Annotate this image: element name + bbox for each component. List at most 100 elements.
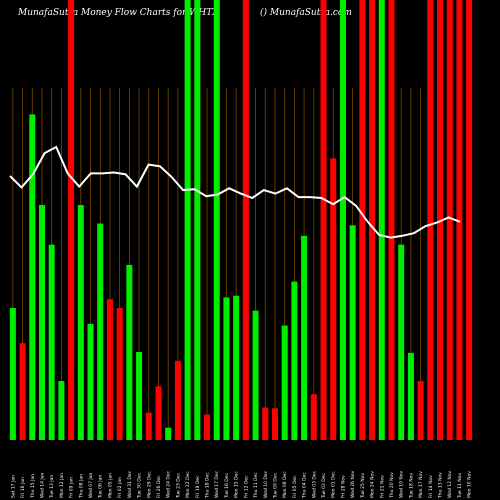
- x-tick-label: Tue 23 Dec: [175, 472, 181, 499]
- bar: [466, 0, 473, 440]
- copyright-text: () MunafaSutra.com: [260, 8, 352, 18]
- bar: [184, 0, 191, 440]
- bar: [369, 0, 376, 440]
- x-tick-label: Wed 17 Dec: [214, 470, 220, 498]
- x-tick-label: Fri 19 Dec: [195, 475, 201, 498]
- x-tick-label: Wed 10 Dec: [263, 470, 269, 498]
- bar: [223, 297, 230, 440]
- bar: [106, 299, 113, 440]
- bar: [116, 308, 123, 440]
- x-tick-label: Fri 05 Dec: [292, 475, 298, 498]
- x-tick-label: Thu 08 Jan: [78, 474, 84, 499]
- bar: [155, 386, 162, 440]
- x-tick-label: Wed 03 Dec: [311, 470, 317, 498]
- bar: [446, 0, 453, 440]
- money-flow-line: [9, 145, 461, 239]
- bar: [398, 244, 405, 440]
- bar: [213, 0, 220, 440]
- bar: [87, 323, 94, 440]
- x-tick-label: Tue 11 Nov: [457, 473, 463, 499]
- x-tick-label: Tue 02 Dec: [321, 472, 327, 499]
- x-axis-labels: Sat 17 Jan Fri 16 Jan Thu 15 Jan Wed 14 Jan…: [10, 470, 472, 499]
- bar: [456, 0, 463, 440]
- x-tick-label: Fri 21 Nov: [379, 475, 385, 498]
- bar: [407, 352, 414, 440]
- bar: [97, 223, 104, 440]
- bar: [48, 244, 55, 440]
- x-tick-label: Tue 18 Nov: [408, 473, 414, 499]
- x-tick-label: Wed 19 Nov: [399, 470, 405, 498]
- x-tick-label: Fri 26 Dec: [156, 475, 162, 498]
- bar: [330, 158, 337, 440]
- bar: [174, 360, 181, 440]
- x-tick-label: Mon 22 Dec: [185, 471, 191, 498]
- x-tick-label: Wed 31 Dec: [127, 470, 133, 498]
- bar: [310, 394, 317, 440]
- bar: [77, 205, 84, 440]
- bar-series: [9, 0, 473, 441]
- bar: [19, 343, 26, 440]
- bar: [378, 0, 385, 440]
- x-tick-label: Tue 09 Dec: [272, 472, 278, 499]
- x-tick-label: Tue 16 Dec: [224, 472, 230, 499]
- x-tick-label: Sat 17 Jan: [10, 475, 16, 498]
- x-tick-label: Mon 10 Nov: [467, 471, 473, 498]
- x-tick-label: Mon 12 Jan: [59, 473, 65, 498]
- x-tick-label: Thu 18 Dec: [205, 472, 211, 499]
- x-tick-label: Mon 17 Nov: [418, 471, 424, 498]
- bar: [233, 295, 240, 440]
- x-tick-label: Mon 29 Dec: [146, 471, 152, 498]
- x-tick-label: Thu 04 Dec: [302, 472, 308, 499]
- x-tick-label: Fri 28 Nov: [340, 475, 346, 498]
- x-tick-label: Wed 26 Nov: [350, 470, 356, 498]
- x-tick-label: Wed 24 Dec: [166, 470, 172, 498]
- bar: [281, 325, 288, 440]
- x-tick-label: Fri 09 Jan: [69, 477, 75, 498]
- bar: [262, 407, 269, 440]
- bar: [291, 281, 298, 440]
- x-tick-label: Thu 11 Dec: [253, 472, 259, 499]
- bar: [301, 235, 308, 440]
- bar: [271, 408, 278, 440]
- bar: [359, 0, 366, 440]
- x-tick-label: Wed 07 Jan: [88, 473, 94, 498]
- bar: [320, 0, 327, 440]
- bar: [9, 308, 16, 440]
- x-tick-label: Tue 25 Nov: [360, 473, 366, 499]
- bar: [204, 414, 211, 440]
- x-tick-label: Thu 13 Nov: [438, 472, 444, 499]
- chart-title: MunafaSutra Money Flow Charts for WHTX: [18, 8, 219, 18]
- x-tick-label: Thu 20 Nov: [389, 472, 395, 499]
- bar: [165, 427, 172, 440]
- bar: [417, 381, 424, 440]
- bar: [136, 352, 143, 440]
- x-tick-label: Tue 13 Jan: [49, 475, 55, 499]
- x-tick-label: Tue 06 Jan: [98, 475, 104, 499]
- bar: [38, 205, 45, 440]
- bar: [145, 412, 152, 440]
- x-tick-label: Fri 16 Jan: [20, 477, 26, 498]
- x-tick-label: Mon 01 Dec: [331, 471, 337, 498]
- x-tick-label: Wed 12 Nov: [447, 470, 453, 498]
- x-tick-label: Fri 12 Dec: [243, 475, 249, 498]
- bar: [427, 0, 434, 440]
- x-tick-label: Fri 02 Jan: [117, 477, 123, 498]
- bar: [126, 264, 133, 440]
- bar: [194, 0, 201, 440]
- bar: [339, 0, 346, 440]
- x-tick-label: Mon 08 Dec: [282, 471, 288, 498]
- x-tick-label: Tue 30 Dec: [137, 472, 143, 499]
- bar: [68, 0, 75, 440]
- bar: [437, 0, 444, 440]
- x-tick-label: Wed 14 Jan: [39, 473, 45, 498]
- x-tick-label: Mon 15 Dec: [234, 471, 240, 498]
- bar: [252, 310, 259, 440]
- x-tick-label: Fri 14 Nov: [428, 475, 434, 498]
- bar: [349, 225, 356, 440]
- x-tick-label: Mon 24 Nov: [370, 471, 376, 498]
- bar: [29, 114, 36, 441]
- bar: [388, 0, 395, 440]
- bar: [58, 381, 65, 440]
- x-tick-label: Thu 15 Jan: [30, 474, 36, 499]
